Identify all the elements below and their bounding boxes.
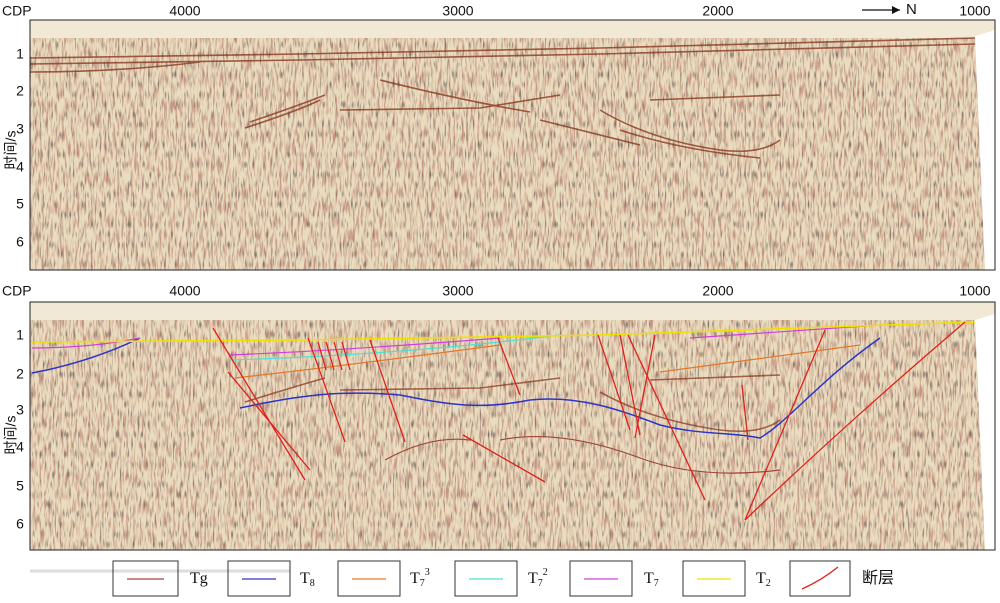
x-tick-label: 3000 <box>442 3 473 19</box>
water-column <box>30 20 995 38</box>
y-tick-label: 3 <box>16 121 24 137</box>
horizon-t7-3 <box>234 344 861 379</box>
legend-label-sub: 8 <box>310 578 315 589</box>
seismic-section-top <box>30 20 995 270</box>
y-tick-label: 1 <box>16 327 24 343</box>
x-tick-label: 4000 <box>169 283 200 299</box>
panel-frame <box>29 301 996 551</box>
legend-label-base: T <box>300 570 310 587</box>
legend-label-sub: 2 <box>766 578 771 589</box>
legend-box <box>789 560 851 597</box>
legend-box <box>569 560 633 597</box>
legend-label-sup: 2 <box>543 567 548 578</box>
legend-box <box>337 560 401 597</box>
horizon-t8 <box>31 337 881 439</box>
x-tick-label: 1000 <box>959 3 990 19</box>
legend-box <box>112 560 179 597</box>
legend-label: T7 <box>644 570 659 590</box>
x-tick-label: 4000 <box>169 3 200 19</box>
legend-label-base: 断层 <box>862 569 894 587</box>
y-tick-label: 2 <box>16 366 24 382</box>
water-column <box>30 302 995 320</box>
legend: Tg T8 T73 T72 T7 T2 断层 <box>112 560 894 597</box>
no-data-wedge <box>975 30 995 270</box>
legend-label: T73 <box>410 567 430 589</box>
y-axis-label: 时间/s <box>3 416 19 455</box>
legend-box <box>227 560 291 597</box>
horizon-t7-2 <box>229 334 561 361</box>
horizon-tg <box>384 435 781 474</box>
legend-label-sub: 7 <box>654 578 659 589</box>
y-tick-label: 6 <box>16 516 24 532</box>
faults <box>212 321 966 521</box>
y-tick-label: 5 <box>16 478 24 494</box>
legend-label-sub: 7 <box>538 578 543 589</box>
panel-frame <box>29 19 996 271</box>
legend-label-base: T <box>756 570 766 587</box>
horizons <box>31 321 976 521</box>
x-tick-label: 2000 <box>702 283 733 299</box>
no-data-wedge <box>975 314 995 550</box>
x-axis-label: CDP <box>2 3 32 19</box>
legend-label-base: T <box>410 570 420 587</box>
y-tick-label: 4 <box>16 439 24 455</box>
y-tick-label: 2 <box>16 83 24 99</box>
y-tick-label: 6 <box>16 234 24 250</box>
x-tick-label: 2000 <box>702 3 733 19</box>
legend-box <box>454 560 518 597</box>
legend-box <box>682 560 746 597</box>
x-tick-label: 3000 <box>442 283 473 299</box>
section-noise <box>30 302 995 550</box>
y-tick-label: 1 <box>16 46 24 62</box>
x-tick-label: 1000 <box>959 283 990 299</box>
legend-label-base: T <box>644 570 654 587</box>
legend-label: T72 <box>528 567 548 589</box>
legend-label-sub: 7 <box>420 578 425 589</box>
legend-label: T8 <box>300 570 315 590</box>
section-noise <box>30 20 995 270</box>
legend-label: T2 <box>756 570 771 590</box>
legend-label: Tg <box>190 570 208 587</box>
y-tick-label: 4 <box>16 159 24 175</box>
horizon-t2 <box>31 321 976 343</box>
legend-label-sup: 3 <box>425 567 430 578</box>
legend-label-base: T <box>528 570 538 587</box>
x-axis-label: CDP <box>2 283 32 299</box>
legend-label-base: Tg <box>190 570 208 587</box>
legend-swatch <box>801 566 839 590</box>
north-arrow-head <box>892 6 900 14</box>
y-tick-label: 5 <box>16 196 24 212</box>
y-axis-label: 时间/s <box>3 131 19 170</box>
seismic-section-bottom <box>30 302 995 550</box>
reflectors <box>30 37 976 159</box>
y-tick-label: 3 <box>16 402 24 418</box>
north-label: N <box>906 1 917 18</box>
legend-label: 断层 <box>862 569 894 587</box>
